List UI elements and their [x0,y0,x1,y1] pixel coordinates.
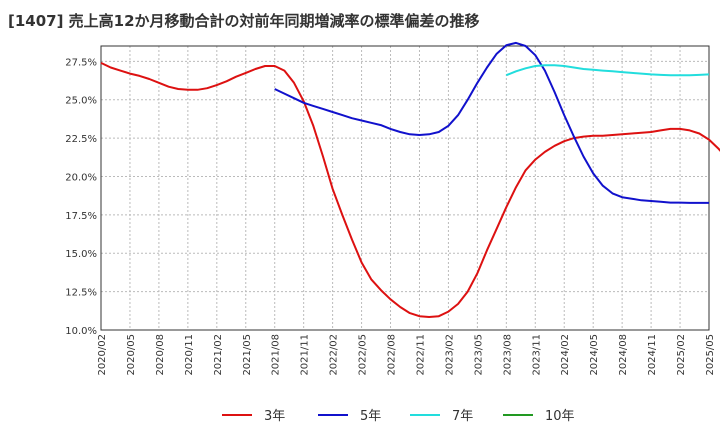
x-tick-label: 2022/11 [415,334,426,376]
x-tick-label: 2021/08 [271,334,282,376]
x-tick-label: 2022/08 [387,334,398,376]
y-tick-label: 27.5% [65,57,97,68]
y-tick-label: 17.5% [65,211,97,222]
x-tick-label: 2024/05 [589,334,600,376]
x-tick-label: 2020/08 [155,334,166,376]
legend: 3年 5年 7年 10年 [222,409,575,424]
x-tick-label: 2021/02 [213,334,224,376]
x-tick-label: 2022/02 [329,334,340,376]
x-tick-label: 2020/11 [184,334,195,376]
x-tick-label: 2021/05 [242,334,253,376]
x-tick-label: 2023/08 [502,334,513,376]
y-tick-label: 25.0% [65,96,97,107]
x-tick-label: 2024/11 [647,334,658,376]
x-tick-label: 2021/11 [300,334,311,376]
x-tick-label: 2025/05 [705,334,716,376]
y-tick-label: 15.0% [65,249,97,260]
y-tick-label: 22.5% [65,134,97,145]
x-tick-label: 2025/02 [676,334,687,376]
x-tick-label: 2022/05 [358,334,369,376]
x-tick-label: 2023/05 [473,334,484,376]
x-tick-label: 2023/11 [531,334,542,376]
series-line-1 [100,61,720,318]
series-lines [100,41,720,318]
x-tick-label: 2020/02 [97,334,108,376]
x-tick-label: 2024/08 [618,334,629,376]
legend-label-2: 5年 [360,409,381,424]
x-axis-ticks: 2020/02 2020/05 2020/08 2020/11 2021/02 2021/… [97,334,716,376]
y-axis-ticks: 10.0% 12.5% 15.0% 17.5% 20.0% 22.5% 25.0% 27.5% [65,57,97,337]
legend-label-1: 3年 [264,409,285,424]
series-line-3 [505,64,710,77]
y-tick-label: 20.0% [65,172,97,183]
legend-label-3: 7年 [452,409,473,424]
x-tick-label: 2020/05 [126,334,137,376]
y-tick-label: 10.0% [65,326,97,337]
legend-label-4: 10年 [545,409,575,424]
grid-lines [100,46,710,331]
plot-frame [100,45,710,331]
x-tick-label: 2023/02 [444,334,455,376]
x-tick-label: 2024/02 [560,334,571,376]
series-line-2 [274,41,709,204]
y-tick-label: 12.5% [65,288,97,299]
chart-title: [1407] 売上高12か月移動合計の対前年同期増減率の標準偏差の推移 [8,12,480,30]
